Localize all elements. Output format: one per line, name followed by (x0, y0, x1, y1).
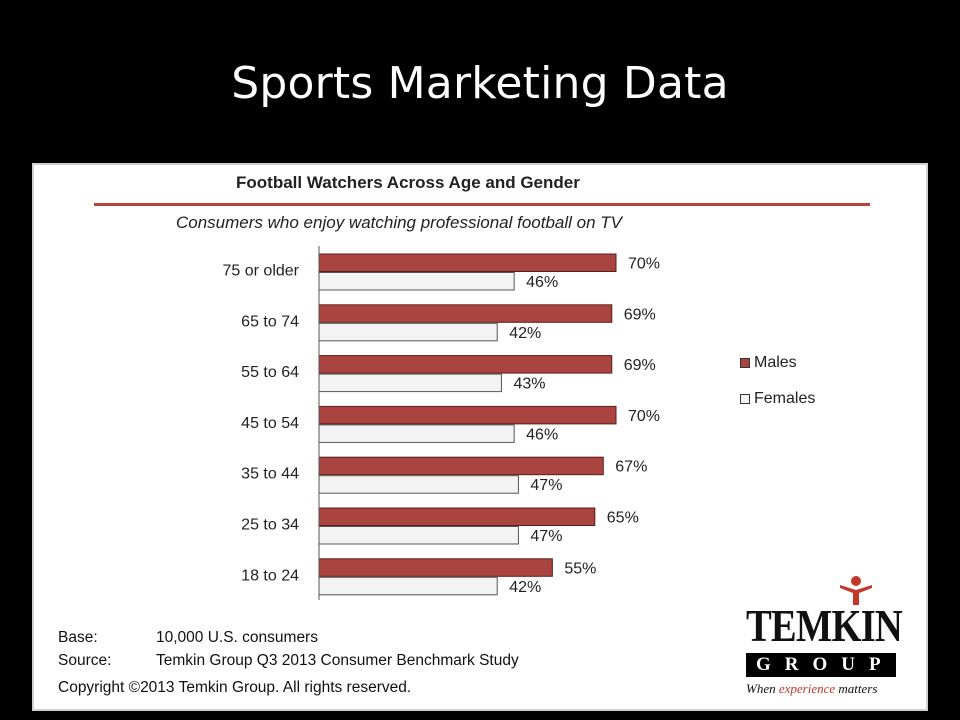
bar-males (318, 507, 596, 526)
legend-item-females: Females (740, 389, 815, 409)
bar-females (318, 475, 519, 494)
slide-title: Sports Marketing Data (231, 58, 729, 109)
bar-females (318, 576, 498, 596)
legend-label-females: Females (754, 390, 816, 407)
logo-group-band: GROUP (746, 653, 896, 677)
category-label: 55 to 64 (241, 364, 299, 381)
category-label: 18 to 24 (241, 567, 299, 584)
bar-chart: 75 or older 70% 46% 65 to 74 69% 42% 55 to 64 6… (223, 246, 660, 600)
data-label-males: 69% (624, 306, 656, 323)
data-label-males: 70% (628, 408, 660, 425)
person-icon (840, 576, 872, 605)
base-label: Base: (58, 629, 98, 646)
footer-base: Base: 10,000 U.S. consumers (58, 629, 318, 647)
logo-wordmark: TEMKIN (746, 600, 903, 651)
bar-females (318, 373, 502, 393)
bar-males (318, 304, 613, 323)
source-label: Source: (58, 652, 112, 669)
category-label: 35 to 44 (241, 466, 299, 483)
data-label-females: 46% (526, 426, 558, 443)
data-label-males: 55% (564, 560, 596, 577)
legend-swatch-females (740, 394, 750, 404)
bar-females (318, 322, 498, 342)
bar-females (318, 272, 515, 291)
category-label: 65 to 74 (241, 313, 299, 330)
data-label-males: 69% (624, 357, 656, 374)
data-label-females: 47% (530, 477, 562, 494)
temkin-group-logo: TEMKIN GROUP When experience matters (746, 576, 903, 703)
bar-males (318, 456, 604, 476)
bar-males (318, 558, 553, 577)
category-label: 45 to 54 (241, 415, 299, 432)
tagline-end: matters (835, 681, 878, 696)
legend-swatch-males (740, 358, 750, 368)
bar-females (318, 424, 515, 443)
footer-source: Source: Temkin Group Q3 2013 Consumer Ben… (58, 652, 519, 670)
data-label-males: 65% (607, 510, 639, 527)
source-value: Temkin Group Q3 2013 Consumer Benchmark … (156, 652, 519, 669)
title-rule (94, 203, 870, 206)
legend: Males Females (740, 353, 815, 425)
bar-males (318, 355, 613, 374)
legend-label-males: Males (754, 354, 797, 371)
bar-males (318, 253, 617, 272)
data-label-males: 70% (628, 256, 660, 273)
chart-subtitle: Consumers who enjoy watching professiona… (176, 213, 623, 232)
data-label-females: 47% (530, 528, 562, 545)
data-label-females: 43% (513, 376, 545, 393)
bar-males (318, 405, 617, 425)
bar-females (318, 526, 519, 545)
base-value: 10,000 U.S. consumers (156, 629, 318, 646)
chart-panel: Football Watchers Across Age and Gender … (32, 163, 928, 711)
legend-item-males: Males (740, 353, 815, 373)
category-label: 25 to 34 (241, 517, 299, 534)
tagline-accent: experience (778, 681, 836, 696)
data-label-females: 42% (509, 579, 541, 596)
footer-copyright: Copyright ©2013 Temkin Group. All rights… (58, 679, 412, 696)
category-label: 75 or older (223, 263, 300, 280)
chart-title: Football Watchers Across Age and Gender (236, 173, 580, 192)
logo-tagline: When experience matters (746, 681, 906, 697)
data-label-females: 42% (509, 325, 541, 342)
data-label-males: 67% (615, 459, 647, 476)
tagline-start: When (746, 681, 779, 696)
data-label-females: 46% (526, 274, 558, 291)
